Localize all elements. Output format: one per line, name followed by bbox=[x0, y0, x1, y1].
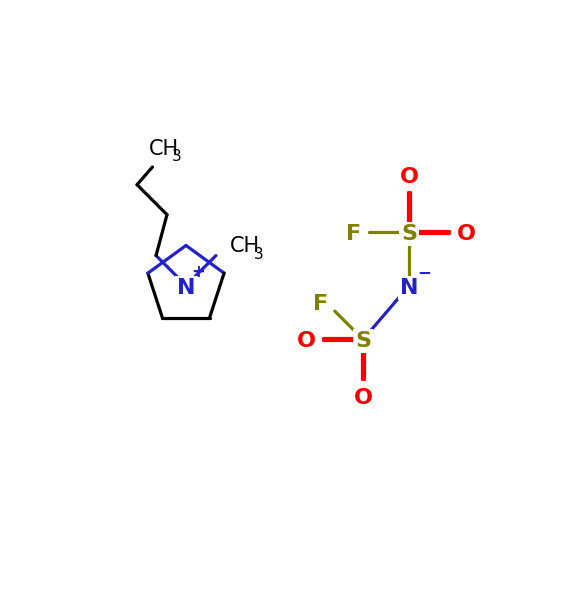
Text: CH: CH bbox=[230, 236, 260, 256]
Text: N: N bbox=[400, 277, 419, 297]
Text: O: O bbox=[297, 332, 315, 352]
Text: F: F bbox=[346, 224, 361, 244]
Text: N: N bbox=[177, 277, 195, 297]
Text: 3: 3 bbox=[172, 150, 182, 164]
Text: CH: CH bbox=[149, 139, 179, 159]
Text: F: F bbox=[313, 294, 328, 314]
Text: +: + bbox=[191, 263, 205, 280]
Text: O: O bbox=[353, 388, 373, 408]
Text: S: S bbox=[401, 224, 417, 244]
Text: S: S bbox=[355, 332, 371, 352]
Text: 3: 3 bbox=[254, 247, 263, 262]
Text: −: − bbox=[417, 263, 431, 280]
Text: O: O bbox=[456, 224, 476, 244]
Text: O: O bbox=[400, 167, 419, 187]
